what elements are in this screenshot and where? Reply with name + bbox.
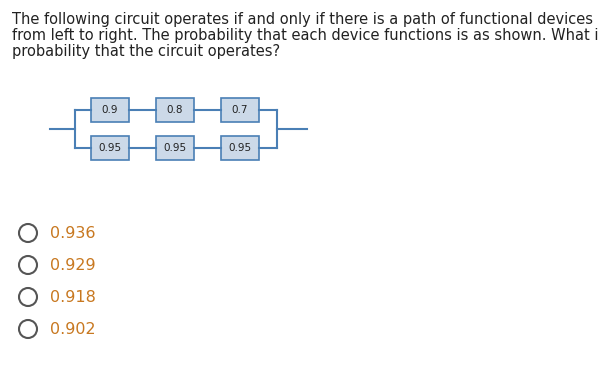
Text: 0.929: 0.929: [50, 258, 96, 273]
FancyBboxPatch shape: [91, 98, 129, 122]
Text: The following circuit operates if and only if there is a path of functional devi: The following circuit operates if and on…: [12, 12, 593, 27]
Text: 0.7: 0.7: [232, 105, 248, 115]
Text: 0.95: 0.95: [98, 143, 122, 153]
Text: 0.902: 0.902: [50, 321, 96, 337]
Text: 0.9: 0.9: [102, 105, 118, 115]
FancyBboxPatch shape: [221, 136, 259, 160]
Text: from left to right. The probability that each device functions is as shown. What: from left to right. The probability that…: [12, 28, 599, 43]
Text: 0.95: 0.95: [228, 143, 252, 153]
Text: 0.936: 0.936: [50, 226, 95, 241]
Text: 0.95: 0.95: [164, 143, 186, 153]
Text: 0.8: 0.8: [167, 105, 183, 115]
Text: probability that the circuit operates?: probability that the circuit operates?: [12, 44, 280, 59]
FancyBboxPatch shape: [221, 98, 259, 122]
FancyBboxPatch shape: [156, 136, 194, 160]
Text: 0.918: 0.918: [50, 290, 96, 305]
FancyBboxPatch shape: [156, 98, 194, 122]
FancyBboxPatch shape: [91, 136, 129, 160]
